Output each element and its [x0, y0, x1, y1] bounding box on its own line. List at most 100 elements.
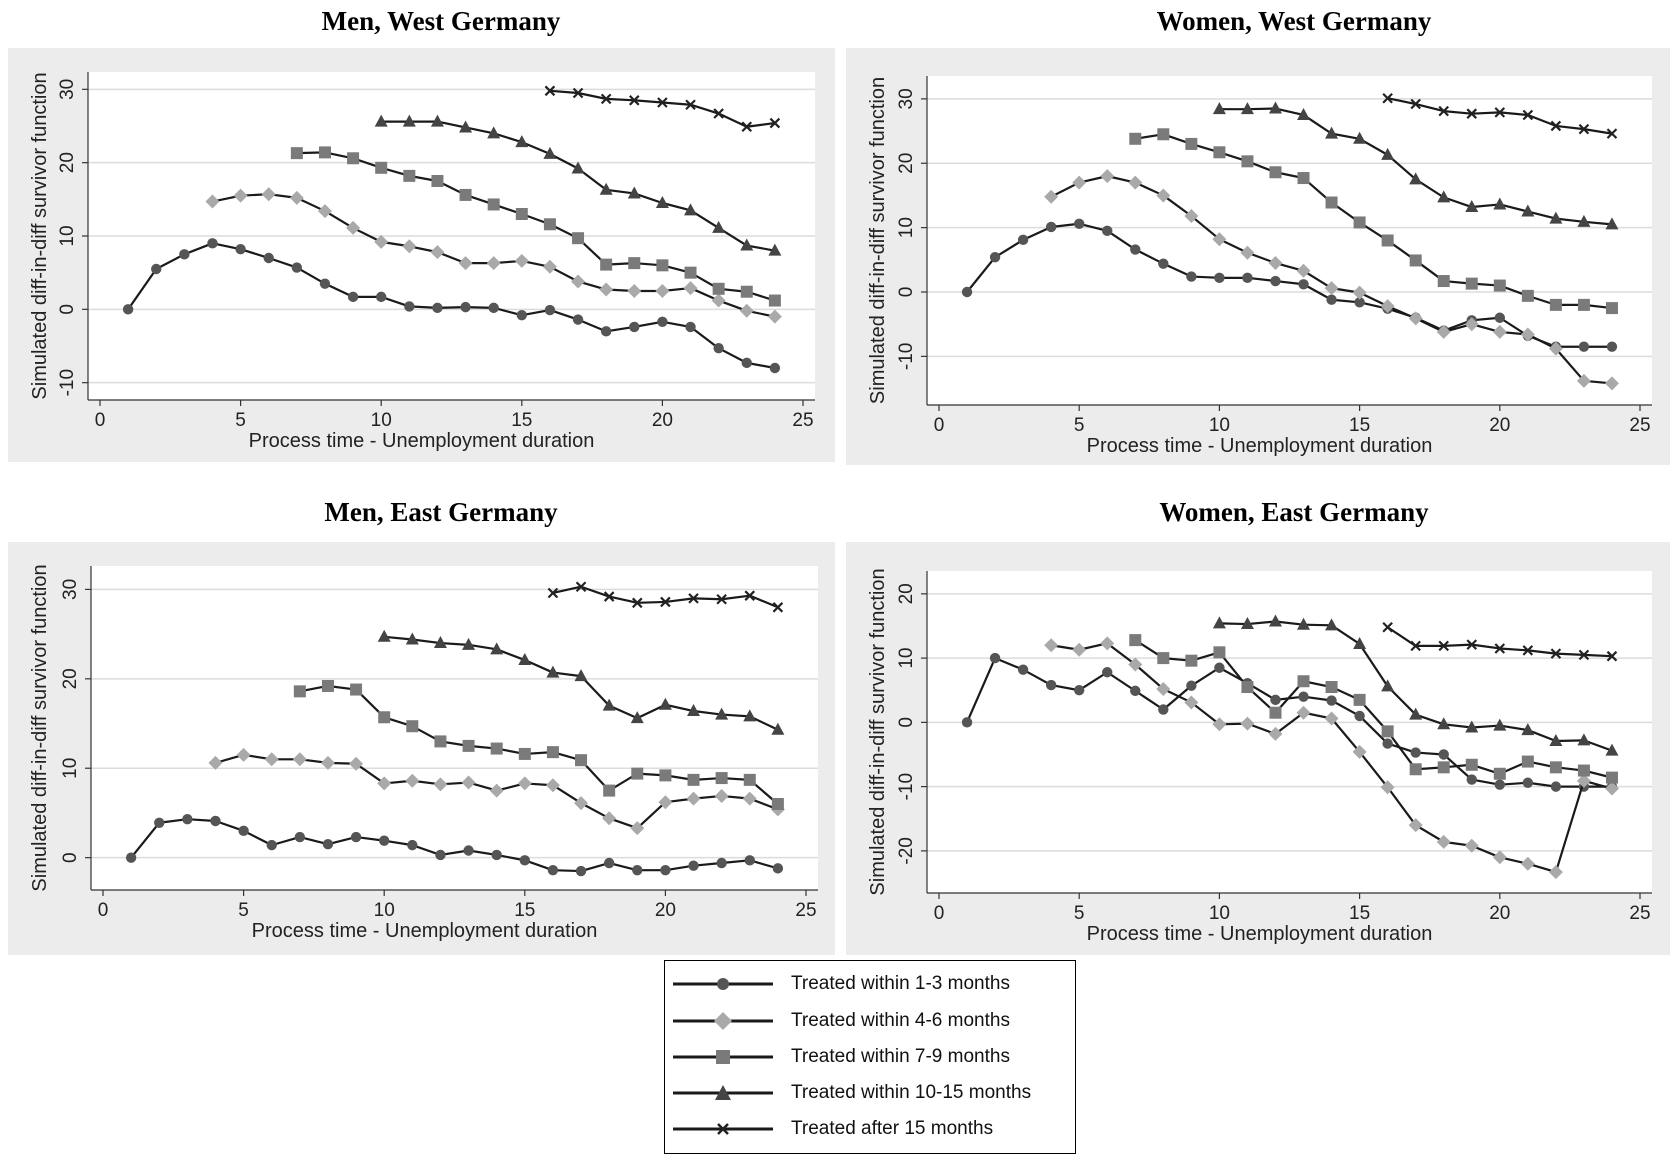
data-point: [1381, 147, 1395, 160]
data-point: [407, 839, 418, 851]
y-tick-label: 30: [896, 88, 917, 109]
data-point: [487, 198, 500, 211]
data-point: [1353, 636, 1367, 649]
chart-title: Women, West Germany: [1157, 6, 1432, 36]
data-point: [544, 304, 556, 316]
data-point: [182, 814, 193, 825]
data-point: [1128, 657, 1143, 672]
x-tick-label: 0: [934, 903, 945, 924]
legend-symbol: [673, 1123, 773, 1135]
data-point: [1158, 258, 1169, 269]
data-point: [715, 772, 728, 785]
data-point: [1184, 209, 1199, 224]
data-point: [1522, 109, 1534, 121]
data-point: [1493, 279, 1506, 292]
data-point: [1520, 327, 1535, 342]
series-4: [377, 629, 785, 735]
series-3: [290, 146, 781, 307]
data-point: [1269, 166, 1282, 179]
data-point: [685, 99, 696, 111]
legend-label: Treated within 4-6 months: [791, 1010, 1010, 1031]
data-point: [744, 855, 755, 866]
data-point: [1185, 137, 1198, 150]
data-point: [684, 203, 698, 216]
legend-label: Treated after 15 months: [791, 1118, 994, 1139]
data-point: [430, 245, 445, 260]
x-tick-label: 15: [1349, 415, 1370, 436]
data-point: [1410, 98, 1421, 110]
data-point: [546, 746, 559, 759]
data-point: [1353, 131, 1367, 144]
data-point: [1550, 120, 1562, 132]
data-point: [599, 282, 614, 297]
data-point: [487, 126, 501, 139]
data-point: [432, 302, 443, 314]
data-point: [374, 114, 388, 127]
data-point: [375, 161, 388, 174]
data-point: [317, 204, 332, 219]
x-tick-label: 15: [514, 900, 535, 921]
series-3: [1129, 634, 1618, 784]
y-tick-label: 20: [896, 583, 917, 604]
data-point: [238, 825, 249, 837]
data-point: [1382, 92, 1393, 104]
data-point: [1214, 272, 1225, 284]
data-point: [771, 798, 784, 810]
data-point: [1408, 818, 1423, 833]
data-point: [1465, 758, 1478, 771]
data-point: [1604, 376, 1619, 391]
x-tick-label: 0: [95, 410, 106, 431]
data-point: [289, 190, 304, 205]
data-point: [1102, 225, 1113, 237]
data-point: [1550, 781, 1562, 792]
data-point: [716, 857, 727, 869]
series-2: [205, 187, 782, 324]
data-point: [490, 742, 503, 755]
data-point: [1521, 289, 1534, 302]
data-point: [632, 864, 643, 876]
data-point: [546, 665, 560, 678]
data-point: [1409, 254, 1422, 267]
data-point: [684, 266, 697, 279]
data-point: [491, 849, 502, 861]
data-point: [1522, 645, 1534, 656]
data-point: [1072, 642, 1087, 657]
data-point: [349, 756, 364, 771]
data-point: [1578, 123, 1590, 135]
data-point: [1576, 373, 1591, 388]
data-point: [1438, 640, 1449, 652]
data-point: [154, 817, 165, 828]
data-point: [1352, 285, 1367, 300]
data-point: [1156, 681, 1171, 696]
legend-label: Treated within 10-15 months: [791, 1082, 1032, 1103]
data-point: [1297, 172, 1310, 185]
data-point: [347, 152, 360, 165]
data-point: [1296, 263, 1311, 278]
data-point: [1240, 102, 1254, 115]
data-point: [600, 258, 613, 271]
data-point: [463, 845, 474, 856]
data-point: [658, 795, 673, 810]
chart-title: Women, East Germany: [1159, 497, 1429, 527]
data-point: [1522, 777, 1534, 788]
data-point: [1549, 211, 1563, 224]
data-point: [574, 669, 588, 682]
data-point: [685, 321, 696, 333]
data-point: [629, 321, 640, 333]
data-point: [575, 754, 588, 767]
data-point: [1214, 662, 1225, 673]
data-point: [1437, 275, 1450, 288]
data-point: [659, 769, 672, 782]
data-point: [489, 783, 504, 798]
data-point: [236, 747, 251, 762]
data-point: [1157, 128, 1170, 141]
legend: Treated within 1-3 months Treated within…: [664, 960, 1076, 1154]
data-point: [657, 316, 668, 327]
series-5: [1382, 621, 1618, 662]
data-point: [1128, 175, 1143, 190]
data-point: [1157, 652, 1170, 665]
data-point: [346, 220, 361, 235]
plot-area: [91, 566, 818, 890]
data-point: [1550, 648, 1562, 659]
